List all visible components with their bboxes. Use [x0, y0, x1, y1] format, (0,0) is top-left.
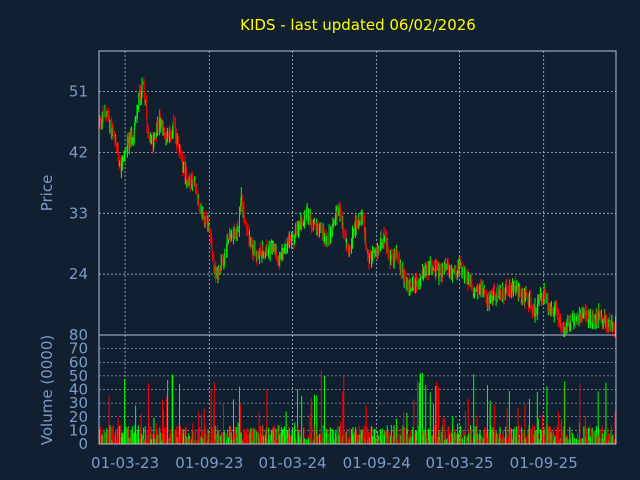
price-series [98, 77, 617, 338]
x-tick-label: 01-03-25 [425, 454, 493, 472]
volume-tick-label: 70 [69, 340, 88, 358]
price-tick-label: 42 [69, 143, 88, 161]
volume-tick-label: 50 [69, 367, 88, 385]
x-tick-label: 01-09-25 [510, 454, 578, 472]
volume-axis-label: Volume (0000) [38, 335, 56, 445]
volume-tick-label: 20 [69, 408, 88, 426]
price-tick-label: 33 [69, 204, 88, 222]
volume-tick-label: 10 [69, 421, 88, 439]
price-tick-label: 24 [69, 265, 88, 283]
chart-title: KIDS - last updated 06/02/2026 [240, 16, 476, 34]
x-tick-label: 01-03-24 [258, 454, 326, 472]
volume-plot-frame [98, 334, 617, 445]
volume-tick-label: 60 [69, 353, 88, 371]
x-tick-label: 01-09-24 [343, 454, 411, 472]
volume-tick-label: 0 [78, 435, 88, 453]
price-axis-label: Price [38, 175, 56, 212]
volume-bars [98, 370, 617, 444]
x-axis-ticks: 01-03-23 01-09-23 01-03-24 01-09-24 01-03-25… [91, 454, 578, 472]
price-y-ticks: 24 33 42 51 [69, 83, 88, 284]
price-tick-label: 51 [69, 83, 88, 101]
price-gridlines [99, 51, 616, 335]
volume-tick-label: 40 [69, 381, 88, 399]
volume-tick-label: 30 [69, 394, 88, 412]
x-tick-label: 01-09-23 [175, 454, 243, 472]
x-tick-label: 01-03-23 [91, 454, 159, 472]
price-panel: 24 33 42 51 Price [38, 50, 617, 338]
volume-tick-label: 80 [69, 326, 88, 344]
